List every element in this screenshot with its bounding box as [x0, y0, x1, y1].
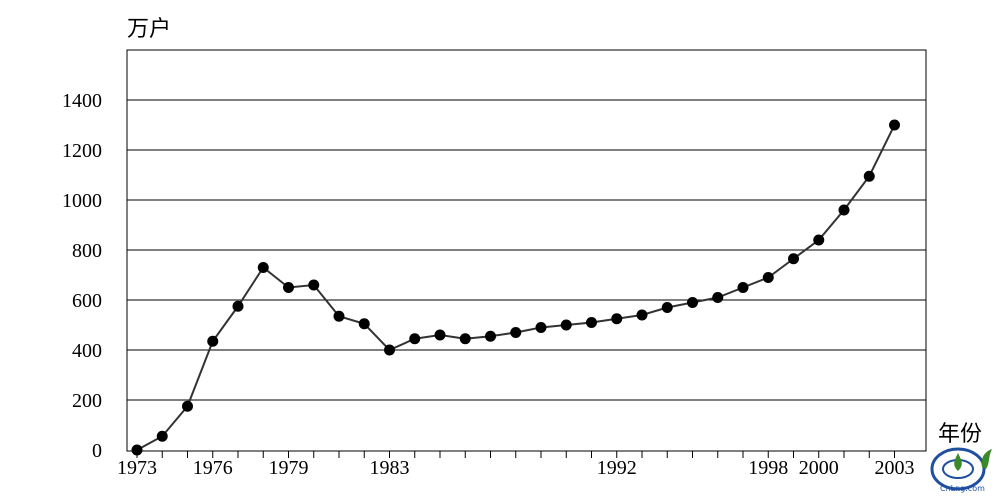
- y-tick-label: 1200: [62, 140, 102, 162]
- x-axis-tick-labels: 1973 1976 1979 1983 1992 1998 2000 2003: [117, 457, 915, 479]
- watermark-logo: CnLng.com: [930, 447, 992, 493]
- data-point: [636, 309, 648, 321]
- data-point: [762, 272, 774, 283]
- data-point: [358, 318, 370, 330]
- data-point: [207, 335, 219, 347]
- data-point: [788, 253, 799, 265]
- y-axis-title: 万户: [127, 17, 171, 42]
- data-point: [560, 319, 572, 331]
- data-point: [611, 313, 623, 325]
- watermark-drop-icon: [954, 453, 962, 471]
- data-point: [232, 300, 244, 312]
- y-tick-label: 200: [72, 390, 102, 412]
- x-tick-label: 1976: [193, 457, 233, 479]
- data-point: [485, 330, 496, 342]
- data-point: [257, 262, 269, 273]
- data-point: [586, 317, 597, 328]
- data-point: [459, 333, 471, 345]
- data-point: [510, 327, 522, 338]
- data-point: [156, 430, 168, 442]
- y-tick-label: 800: [72, 240, 102, 262]
- data-point: [409, 333, 421, 345]
- data-point: [434, 329, 446, 341]
- watermark-ring-outer: [930, 447, 986, 491]
- x-tick-label: 1983: [370, 457, 410, 479]
- x-axis-ticks: [136, 451, 895, 458]
- x-tick-label: 2000: [799, 457, 839, 479]
- data-point: [838, 204, 850, 216]
- data-point: [687, 297, 698, 308]
- data-point: [283, 282, 294, 293]
- data-point: [813, 234, 825, 246]
- data-point: [384, 344, 395, 356]
- y-tick-label: 0: [92, 440, 102, 462]
- y-axis-tick-labels: 0 200 400 600 800 1000 1200 1400: [62, 90, 102, 462]
- y-tick-label: 400: [72, 340, 102, 362]
- gridlines: [127, 99, 926, 401]
- data-point: [333, 310, 345, 322]
- x-tick-label: 2003: [875, 457, 915, 479]
- y-tick-label: 600: [72, 290, 102, 312]
- data-point: [535, 322, 547, 333]
- data-point: [712, 292, 724, 303]
- data-point: [737, 282, 749, 293]
- x-tick-label: 1973: [117, 457, 157, 479]
- data-point: [308, 279, 320, 291]
- x-tick-label: 1998: [748, 457, 788, 479]
- y-tick-label: 1000: [62, 190, 102, 212]
- x-axis-title: 年份: [938, 422, 982, 447]
- data-points: [131, 119, 900, 456]
- data-point: [182, 400, 193, 412]
- y-tick-label: 1400: [62, 90, 102, 112]
- data-point: [661, 302, 673, 313]
- x-tick-label: 1992: [597, 457, 637, 479]
- data-point: [131, 444, 143, 456]
- x-tick-label: 1979: [269, 457, 309, 479]
- data-point: [863, 170, 875, 182]
- data-point: [889, 119, 900, 131]
- plot-frame: [126, 49, 927, 452]
- watermark-text: CnLng.com: [940, 484, 985, 493]
- watermark-leaf-icon: [981, 449, 992, 469]
